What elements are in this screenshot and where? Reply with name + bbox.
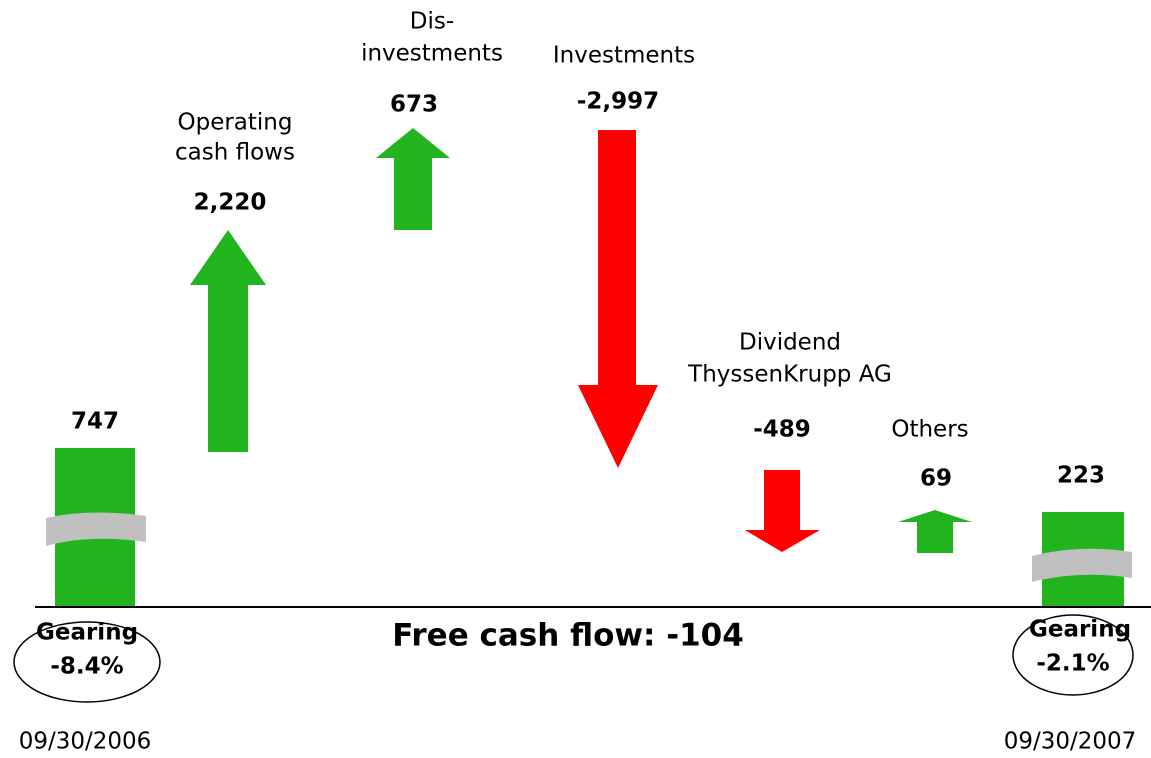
break-band <box>1032 548 1132 582</box>
step-label: Dividend <box>739 330 841 356</box>
value-label: 69 <box>920 466 952 492</box>
step-label: cash flows <box>175 140 295 166</box>
step-label: Operating <box>178 110 293 136</box>
step-label: Dis- <box>410 9 454 35</box>
date: 09/30/2007 <box>1004 729 1137 755</box>
step-label: investments <box>361 41 503 67</box>
down-arrow <box>578 130 658 468</box>
step-label: Others <box>891 417 968 443</box>
gearing-label: Gearing <box>36 620 138 646</box>
value-label: 2,220 <box>194 190 267 216</box>
value-label: 673 <box>390 92 438 118</box>
gearing-ellipse <box>1012 614 1134 696</box>
value-label: 223 <box>1057 463 1105 489</box>
down-arrow <box>745 470 820 552</box>
value-label: -2,997 <box>577 89 659 115</box>
gearing-value: -2.1% <box>1036 651 1109 677</box>
step-label: Investments <box>553 43 695 69</box>
break-band <box>46 512 146 546</box>
gearing-label: Gearing <box>1029 617 1131 643</box>
value-label: -489 <box>753 417 811 443</box>
value-label: 747 <box>71 409 119 435</box>
gearing-value: -8.4% <box>50 654 123 680</box>
gearing-ellipse <box>13 621 161 703</box>
date: 09/30/2006 <box>19 729 152 755</box>
footer: Free cash flow: -104 <box>392 618 744 654</box>
up-arrow <box>898 510 972 553</box>
step-label: ThyssenKrupp AG <box>687 362 892 388</box>
up-arrow <box>190 230 266 452</box>
up-arrow <box>376 128 450 230</box>
